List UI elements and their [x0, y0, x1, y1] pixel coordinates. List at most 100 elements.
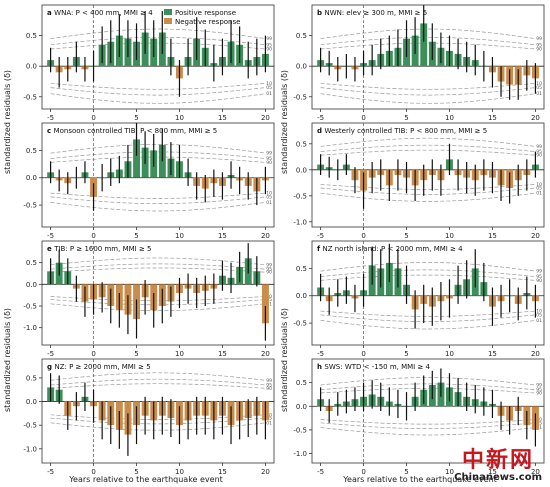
- x-tick-label: 5: [134, 468, 138, 476]
- panel-frame: [41, 4, 275, 110]
- y-tick-label: -0.5: [23, 422, 37, 430]
- x-tick-label: 15: [218, 114, 227, 122]
- panel-title-text: SWS: WTD < -150 m, MMI ≥ 4: [324, 363, 430, 371]
- quantile-label: 90: [536, 153, 542, 159]
- y-tick-label: 0.5: [26, 32, 37, 40]
- quantile-label: 90: [266, 160, 272, 166]
- y-tick-label: -1.0: [23, 324, 37, 332]
- panel-title: a WNA: P < 400 mm, MMI ≥ 4: [47, 9, 153, 17]
- quantile-label: 01: [266, 301, 272, 307]
- x-tick-label: 0: [91, 232, 95, 240]
- y-axis-label-left-top: standardized residuals (δ): [3, 70, 12, 174]
- quantile-curve: [50, 82, 266, 90]
- quantile-curve: [50, 192, 266, 199]
- y-tick-label: -0.5: [293, 426, 307, 434]
- y-tick-label: 0.5: [296, 32, 307, 40]
- panel-letter: e: [47, 245, 54, 253]
- quantile-label: 10: [266, 294, 272, 300]
- panel-frame: [41, 122, 275, 228]
- x-tick-label: 0: [361, 350, 365, 358]
- panel-letter: b: [317, 9, 324, 17]
- x-tick-label: 15: [488, 350, 497, 358]
- x-tick-label: 5: [404, 232, 408, 240]
- quantile-curve: [320, 82, 536, 90]
- quantile-curve: [50, 263, 266, 270]
- quantile-curve: [320, 320, 536, 330]
- quantile-label: 90: [266, 47, 272, 53]
- y-tick-label: -0.5: [23, 93, 37, 101]
- y-tick-label: 0.5: [296, 140, 307, 148]
- x-tick-label: -5: [317, 350, 324, 358]
- quantile-curve: [50, 87, 266, 96]
- quantile-label: 05: [266, 297, 272, 303]
- panel-letter: a: [47, 9, 54, 17]
- quantile-label: 99: [536, 269, 542, 275]
- quantile-label: 90: [266, 386, 272, 392]
- quantile-curve: [50, 383, 266, 389]
- quantile-label: 90: [536, 47, 542, 53]
- quantile-label: 05: [536, 420, 542, 426]
- x-tick-label: 15: [488, 232, 497, 240]
- x-tick-label: 15: [218, 468, 227, 476]
- x-tick-label: 20: [531, 114, 540, 122]
- quantile-curve: [320, 137, 536, 147]
- quantile-label: 05: [266, 85, 272, 91]
- y-tick-label: 0.5: [26, 147, 37, 155]
- panel-title-text: TIB: P ≥ 1600 mm, MMI ≥ 5: [53, 245, 151, 253]
- quantile-curve: [50, 36, 266, 46]
- quantile-label: 05: [536, 312, 542, 318]
- panel-title: c Monsoon controlled TIB: P < 800 mm, MM…: [47, 127, 217, 135]
- quantile-curve: [320, 383, 536, 391]
- quantile-curve: [320, 262, 536, 272]
- y-axis-label-right-top: standardized residuals (δ): [280, 70, 289, 174]
- quantile-curve: [50, 144, 266, 154]
- y-tick-label: 0.0: [296, 166, 307, 174]
- y-tick-label: 0.0: [26, 398, 37, 406]
- quantile-label: 95: [266, 383, 272, 389]
- quantile-curve: [320, 93, 536, 104]
- quantile-curve: [320, 192, 536, 202]
- quantile-curve: [50, 196, 266, 204]
- quantile-label: 01: [266, 420, 272, 426]
- x-tick-label: -5: [47, 350, 54, 358]
- panel-title: g NZ: P ≥ 2000 mm, MMI ≥ 5: [47, 363, 151, 371]
- x-tick-label: 15: [488, 114, 497, 122]
- quantile-label: 10: [536, 309, 542, 315]
- x-tick-label: 10: [445, 350, 454, 358]
- panel-title: b NWN: elev ≥ 300 m, MMI ≥ 5: [317, 9, 427, 17]
- quantile-label: 05: [266, 194, 272, 200]
- quantile-curve: [50, 28, 266, 39]
- quantile-curve: [320, 422, 536, 429]
- x-tick-label: 20: [531, 232, 540, 240]
- quantile-label: 99: [536, 383, 542, 389]
- x-axis-label-right: Years relative to the earthquake event: [342, 475, 497, 484]
- x-tick-label: 15: [218, 350, 227, 358]
- quantile-label: 05: [266, 416, 272, 422]
- x-tick-label: -5: [47, 114, 54, 122]
- x-tick-label: 0: [361, 468, 365, 476]
- legend-label-negative: Negative response: [175, 18, 240, 26]
- x-tick-label: -5: [47, 232, 54, 240]
- panel-title-text: NWN: elev ≥ 300 m, MMI ≥ 5: [324, 9, 427, 17]
- panel-title-text: Monsoon controlled TIB: P < 800 mm, MMI …: [54, 127, 218, 135]
- panel-letter: h: [317, 363, 324, 371]
- quantile-label: 95: [536, 274, 542, 280]
- panel-title-text: WNA: P < 400 mm, MMI ≥ 4: [54, 9, 153, 17]
- y-tick-label: -1.0: [293, 218, 307, 226]
- y-tick-label: 0.5: [296, 379, 307, 387]
- panel-frame: [41, 358, 275, 464]
- quantile-label: 10: [266, 412, 272, 418]
- x-tick-label: 0: [91, 468, 95, 476]
- panel-title: e TIB: P ≥ 1600 mm, MMI ≥ 5: [47, 245, 152, 253]
- quantile-curve: [320, 144, 536, 152]
- panel-frame: [311, 122, 545, 228]
- y-tick-label: 0.0: [26, 281, 37, 289]
- y-axis-label-left-bottom: standardized residuals (δ): [3, 308, 12, 412]
- x-tick-label: 5: [134, 232, 138, 240]
- quantile-label: 90: [536, 391, 542, 397]
- quantile-label: 95: [536, 149, 542, 155]
- panel-frame: [311, 240, 545, 346]
